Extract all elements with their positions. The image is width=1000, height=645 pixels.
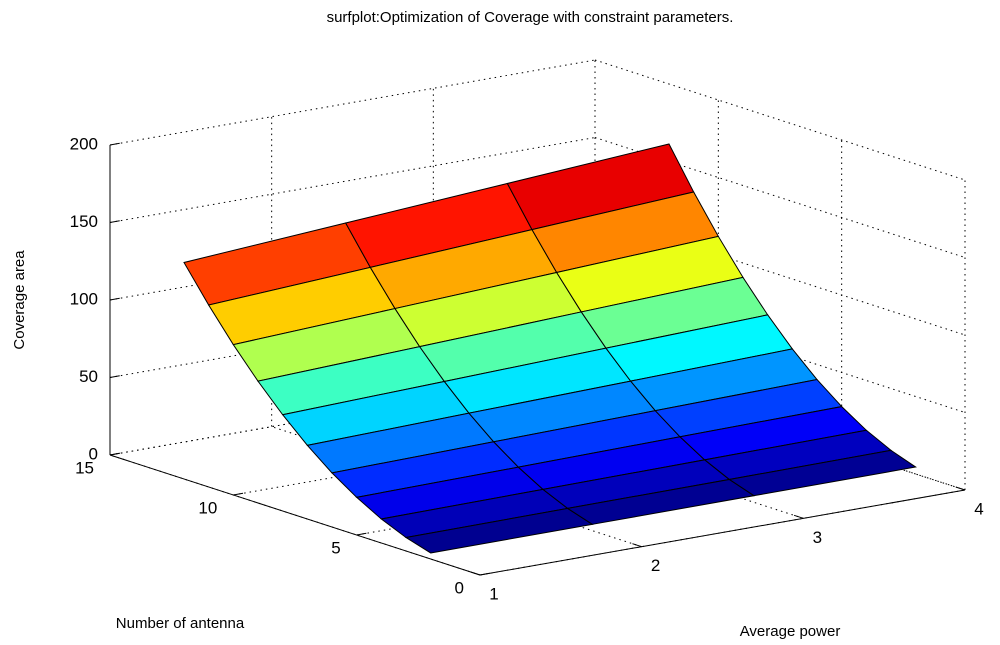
z-axis-label: Coverage area — [11, 250, 28, 350]
z-tick — [109, 375, 120, 378]
z-tick — [109, 297, 120, 301]
z-tick-label: 50 — [79, 367, 98, 386]
x-tick-label: 3 — [813, 528, 822, 547]
x-tick — [793, 514, 804, 519]
x-tick — [955, 486, 966, 491]
z-tick-label: 200 — [70, 134, 98, 153]
surface-face — [728, 449, 917, 497]
z-tick — [109, 142, 120, 146]
y-axis — [109, 454, 481, 576]
x-tick-label: 2 — [651, 556, 660, 575]
y-tick-label: 0 — [455, 578, 464, 597]
x-tick-label: 1 — [489, 584, 498, 603]
x-axis — [479, 489, 966, 576]
x-axis-label: Average power — [740, 623, 841, 640]
y-tick — [479, 572, 490, 576]
x-tick — [470, 571, 481, 576]
x-tick-label: 4 — [974, 499, 983, 518]
y-axis-label: Number of antenna — [116, 615, 245, 632]
z-tick-label: 150 — [70, 212, 98, 231]
chart-title: surfplot:Optimization of Coverage with c… — [327, 9, 734, 26]
x-tick — [632, 543, 642, 548]
z-tick-label: 0 — [89, 444, 98, 463]
y-tick-label: 15 — [75, 458, 94, 477]
y-tick — [356, 532, 367, 536]
y-tick — [233, 492, 244, 496]
z-tick — [109, 452, 120, 456]
z-tick — [109, 220, 120, 223]
z-tick-label: 100 — [70, 289, 98, 308]
y-tick-label: 10 — [198, 498, 217, 517]
y-tick-label: 5 — [331, 538, 340, 557]
